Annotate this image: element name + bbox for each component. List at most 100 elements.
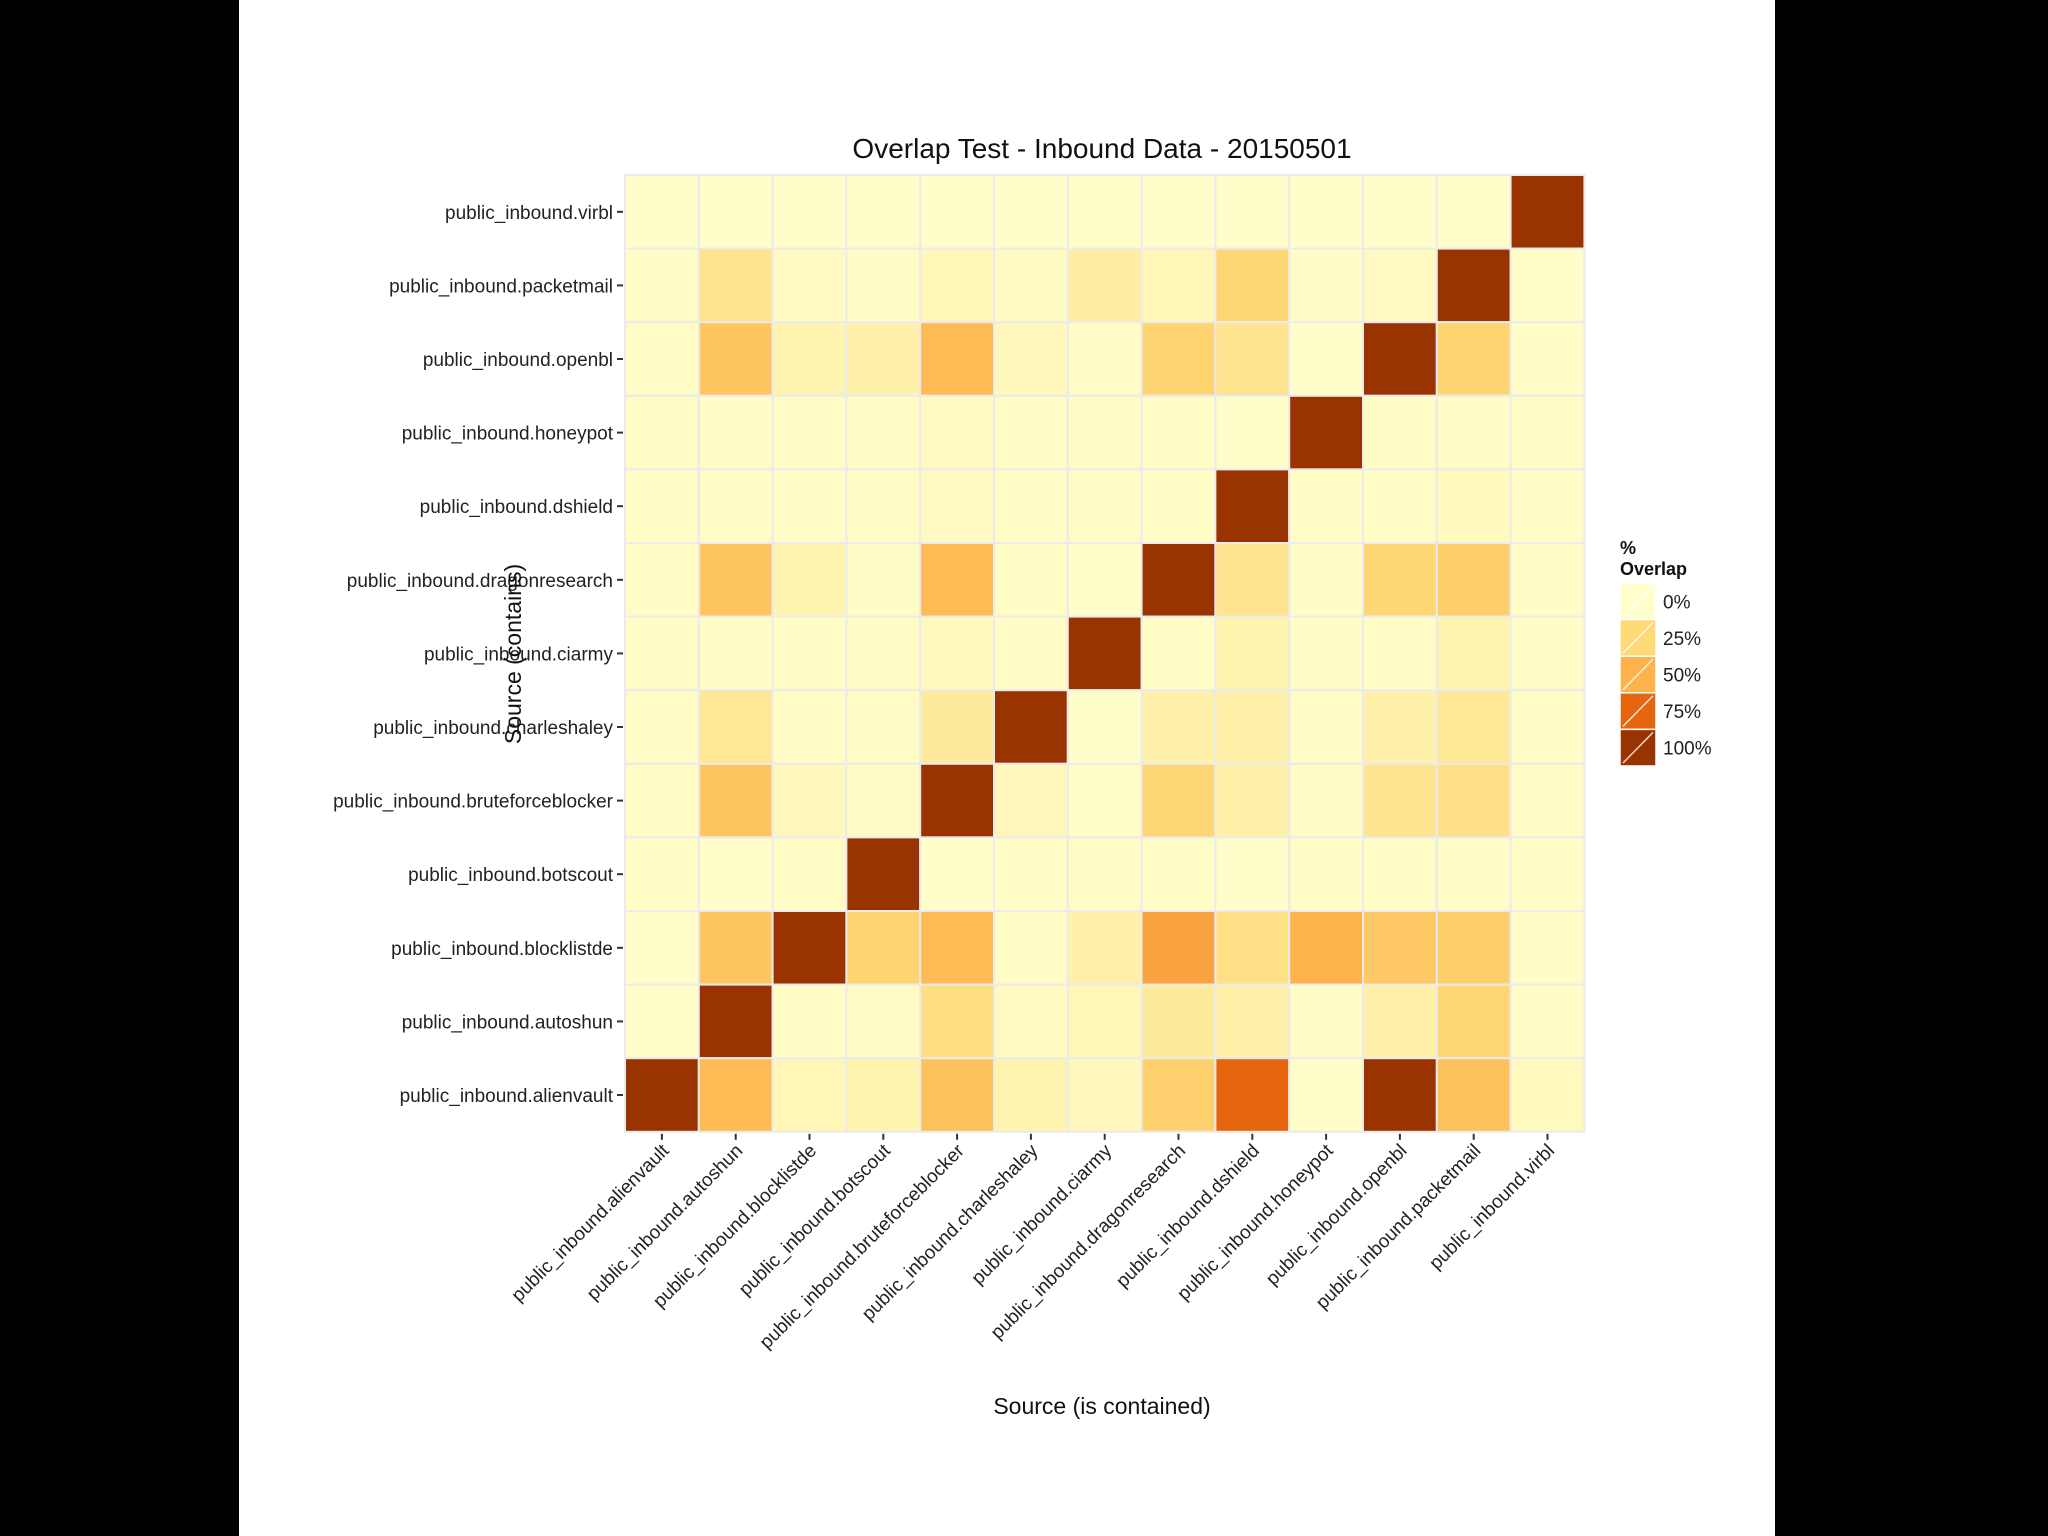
heatmap-cell [919, 983, 996, 1060]
heatmap-cell [1435, 836, 1512, 913]
heatmap-cell [1509, 247, 1586, 324]
heatmap-cell [845, 1057, 922, 1133]
legend-label: 50% [1663, 666, 1701, 687]
heatmap-cell [1509, 983, 1586, 1060]
heatmap-cell [1362, 394, 1438, 471]
heatmap-cell [697, 689, 774, 765]
heatmap-cell [624, 910, 700, 986]
heatmap-cell [771, 321, 848, 397]
heatmap-cell [771, 689, 848, 765]
heatmap-cell [624, 542, 700, 618]
heatmap-cell [771, 910, 848, 986]
heatmap-cell [697, 910, 774, 986]
heatmap-cell [1362, 174, 1438, 250]
heatmap-cell [1435, 762, 1512, 839]
heatmap-cell [1288, 615, 1364, 692]
heatmap-cell [1140, 762, 1217, 839]
heatmap-cell [919, 174, 996, 250]
heatmap-cell [1140, 174, 1217, 250]
heatmap-cell [1435, 615, 1512, 692]
heatmap-cell [697, 836, 774, 913]
heatmap-cell [697, 762, 774, 839]
heatmap-cell [1140, 910, 1217, 986]
heatmap-cell [919, 836, 996, 913]
heatmap-cell [1435, 468, 1512, 544]
y-tick-label: public_inbound.alienvault [400, 1086, 614, 1107]
heatmap-cell [1066, 836, 1143, 913]
heatmap-cell [1140, 394, 1217, 471]
y-tick-label: public_inbound.bruteforceblocker [333, 792, 614, 813]
heatmap-cell [1509, 836, 1586, 913]
x-tick-label: public_inbound.virbl [1425, 1140, 1559, 1274]
heatmap-cell [919, 468, 996, 544]
heatmap-cell [624, 836, 700, 913]
heatmap-cell [624, 174, 700, 250]
heatmap-cell [1140, 983, 1217, 1060]
heatmap-cell [919, 1057, 996, 1133]
y-tick-label: public_inbound.autoshun [402, 1012, 613, 1033]
y-tick-label: public_inbound.dragonresearch [347, 571, 613, 592]
heatmap-cell [993, 762, 1069, 839]
heatmap-cell [919, 615, 996, 692]
heatmap-cell [1214, 542, 1291, 618]
heatmap-cell [697, 468, 774, 544]
heatmap-cell [1509, 689, 1586, 765]
heatmap-cell [1362, 247, 1438, 324]
heatmap-cell [697, 321, 774, 397]
heatmap-cell [1214, 468, 1291, 544]
heatmap-cell [624, 468, 700, 544]
heatmap-cell [697, 1057, 774, 1133]
heatmap-cell [1140, 468, 1217, 544]
x-axis-title: Source (is contained) [993, 1393, 1210, 1419]
heatmap-cell [919, 689, 996, 765]
legend-label: 100% [1663, 739, 1712, 760]
heatmap-cell [1435, 983, 1512, 1060]
heatmap-cell [1066, 615, 1143, 692]
heatmap-cell [1214, 321, 1291, 397]
heatmap-cell [845, 174, 922, 250]
heatmap-cell [993, 247, 1069, 324]
heatmap-cell [1066, 689, 1143, 765]
legend-title-line1: % [1620, 538, 1636, 558]
heatmap-cell [845, 689, 922, 765]
heatmap-cell [624, 1057, 700, 1133]
y-tick-label: public_inbound.blocklistde [391, 939, 613, 960]
heatmap-cell [1066, 468, 1143, 544]
x-tick-label: public_inbound.ciarmy [968, 1140, 1117, 1289]
heatmap-cell [1435, 247, 1512, 324]
heatmap-cell [1066, 1057, 1143, 1133]
heatmap-cell [1362, 1057, 1438, 1133]
heatmap-cell [1214, 762, 1291, 839]
heatmap-cell [771, 247, 848, 324]
heatmap-cell [624, 321, 700, 397]
y-tick-label: public_inbound.virbl [445, 203, 613, 224]
heatmap-cell [1288, 689, 1364, 765]
heatmap-cell [624, 615, 700, 692]
heatmap-cell [1509, 468, 1586, 544]
heatmap-cell [1435, 910, 1512, 986]
heatmap-cell [697, 247, 774, 324]
heatmap-cell [1066, 247, 1143, 324]
heatmap-cell [1435, 321, 1512, 397]
x-tick-label: public_inbound.dshield [1112, 1140, 1264, 1292]
heatmap-cell [1362, 615, 1438, 692]
heatmap-cell [771, 762, 848, 839]
heatmap-cell [919, 542, 996, 618]
heatmap-cell [1066, 542, 1143, 618]
heatmap-cell [1288, 983, 1364, 1060]
heatmap-cell [1362, 762, 1438, 839]
heatmap-cell [845, 910, 922, 986]
heatmap-cell [919, 762, 996, 839]
heatmap-cell [1214, 1057, 1291, 1133]
heatmap-cell [1362, 542, 1438, 618]
heatmap-tiles [624, 174, 1586, 1133]
heatmap-cell [1214, 983, 1291, 1060]
heatmap-cell [1066, 394, 1143, 471]
heatmap-cell [1509, 762, 1586, 839]
heatmap-cell [1140, 542, 1217, 618]
heatmap-cell [1214, 910, 1291, 986]
heatmap-cell [771, 468, 848, 544]
heatmap-cell [993, 542, 1069, 618]
x-tick-label: public_inbound.botscout [735, 1140, 895, 1300]
heatmap-cell [919, 247, 996, 324]
